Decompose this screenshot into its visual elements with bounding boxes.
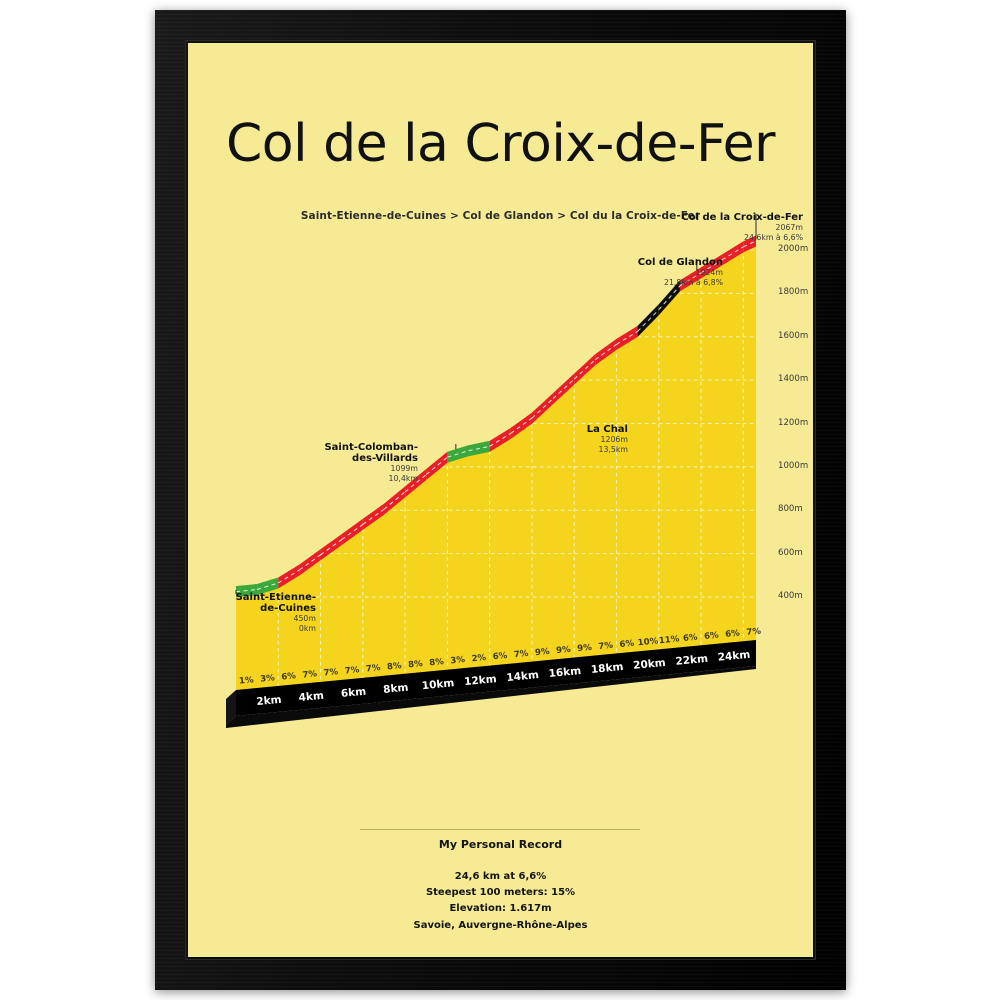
callout-grade: 24,6km à 6,6% [743, 232, 803, 242]
gradient-percent-label: 8% [429, 657, 445, 668]
record-stat-line: Steepest 100 meters: 15% [425, 887, 576, 899]
callout-col-de-la-croix-de-fer: Col de la Croix-de-Fer 2067m 24,6km à 6,… [588, 212, 803, 243]
callout-elevation: 450m [293, 614, 316, 624]
gradient-percent-label: 9% [535, 647, 551, 658]
callout-distance: 13,5km [598, 444, 628, 454]
gradient-percent-label: 7% [513, 649, 529, 660]
record-heading: My Personal Record [438, 838, 563, 851]
distance-tick-label: 10km [421, 677, 455, 692]
gradient-percent-label: 6% [704, 631, 720, 642]
elevation-tick-label: 1400m [778, 374, 809, 385]
gradient-percent-label: 10% [637, 636, 659, 648]
gradient-percent-label: 7% [344, 665, 360, 676]
gradient-percent-label: 6% [492, 651, 508, 662]
gradient-percent-label: 7% [365, 663, 381, 674]
callout-la-chal: La Chal 1206m 13,5km [518, 424, 628, 455]
route-breadcrumb: Saint-Etienne-de-Cuines > Col de Glandon… [300, 210, 701, 222]
elevation-tick-label: 800m [778, 504, 803, 515]
gradient-percent-label: 9% [556, 645, 572, 656]
gradient-percent-label: 2% [471, 653, 487, 664]
elevation-tick-label: 400m [778, 591, 803, 601]
gradient-percent-label: 6% [683, 633, 699, 644]
record-stat-line: 24,6 km at 6,6% [454, 871, 547, 882]
page-title: Col de la Croix-de-Fer [225, 114, 776, 174]
callout-leader-lines [235, 214, 757, 594]
distance-tick-label: 18km [590, 661, 624, 676]
distance-tick-label: 8km [383, 682, 409, 696]
gradient-percent-label: 6% [725, 629, 741, 640]
elevation-tick-label: 2000m [778, 244, 809, 254]
callout-distance: 10,4km [388, 474, 418, 484]
callout-elevation: 1206m [600, 435, 628, 445]
gradient-percent-label: 11% [658, 634, 680, 646]
callout-saint-colomban-des-villards: Saint-Colomban-des-Villards 1099m 10,4km [288, 442, 418, 484]
road-centre-line [235, 240, 757, 593]
distance-tick-label: 2km [256, 694, 282, 708]
elevation-tick-label: 1800m [778, 287, 809, 298]
callout-elevation: 1924m [695, 268, 723, 278]
callout-name: La Chal [586, 424, 628, 435]
gradient-percent-label: 3% [450, 655, 466, 666]
elevation-tick-label: 1000m [778, 460, 809, 471]
callout-name: Saint-Colomban-des-Villards [324, 442, 418, 465]
callout-name: Saint-Etienne-de-Cuines [235, 592, 316, 615]
footer-divider [360, 829, 640, 830]
distance-tick-label: 4km [298, 690, 324, 704]
callout-distance: 0km [298, 624, 316, 634]
gradient-percent-label: 7% [302, 669, 318, 680]
callout-elevation: 2067m [775, 223, 803, 233]
distance-tick-label: 6km [340, 686, 366, 700]
callout-grade: 21,8km à 6,8% [663, 277, 723, 287]
poster-canvas: Col de la Croix-de-Fer Saint-Etienne-de-… [188, 43, 813, 957]
callout-name: Col de Glandon [637, 257, 723, 268]
gradient-percent-label: 8% [408, 659, 424, 670]
distance-tick-label: 14km [506, 669, 540, 684]
gradient-percent-label: 9% [577, 643, 593, 654]
callout-elevation: 1099m [390, 464, 418, 474]
distance-tick-label: 24km [717, 649, 751, 664]
elevation-tick-label: 600m [778, 547, 803, 558]
record-stat-line: Savoie, Auvergne-Rhône-Alpes [413, 919, 588, 931]
gradient-percent-label: 7% [598, 641, 614, 652]
record-stats: 24,6 km at 6,6% Steepest 100 meters: 15%… [188, 869, 813, 934]
distance-axis-base [226, 640, 756, 728]
gradient-percent-label: 7% [323, 667, 339, 678]
distance-tick-labels: 2km 4km 6km 8km 10km 12km 14km 16km 18km 20km 22km… [256, 649, 751, 708]
distance-tick-label: 12km [464, 673, 498, 688]
gradient-percent-label: 6% [281, 671, 297, 682]
elevation-tick-label: 1200m [778, 417, 809, 428]
picture-frame: Col de la Croix-de-Fer Saint-Etienne-de-… [155, 10, 846, 990]
distance-tick-label: 20km [633, 657, 667, 672]
distance-tick-label: 22km [675, 653, 709, 668]
gradient-percent-label: 3% [260, 673, 276, 684]
profile-area-fill [236, 235, 756, 690]
elevation-profile-chart: 1% 3% 6% 7% 7% 7% 7% 8% 8% 8% 3% 2% 6% 7% 9% 9% 9% 7% 6% 10… [188, 43, 813, 957]
callout-name: Col de la Croix-de-Fer [681, 212, 803, 223]
elevation-tick-label: 1600m [778, 330, 809, 341]
gradient-percent-label: 7% [746, 627, 762, 638]
callout-col-de-glandon: Col de Glandon 1924m 21,8km à 6,8% [568, 257, 723, 288]
profile-svg: 1% 3% 6% 7% 7% 7% 7% 8% 8% 8% 3% 2% 6% 7% 9% 9% 9% 7% 6% 10… [226, 214, 762, 728]
gradient-percent-label: 8% [387, 661, 403, 672]
gradient-percent-label: 6% [619, 639, 635, 650]
callout-saint-etienne-de-cuines: Saint-Etienne-de-Cuines 450m 0km [194, 592, 316, 634]
gradient-percent-label: 1% [239, 675, 255, 686]
gradient-percent-labels: 1% 3% 6% 7% 7% 7% 7% 8% 8% 8% 3% 2% 6% 7% 9% 9% 9% 7% 6% 10… [239, 627, 762, 687]
distance-tick-label: 16km [548, 665, 582, 680]
record-stat-line: Elevation: 1.617m [449, 903, 552, 915]
